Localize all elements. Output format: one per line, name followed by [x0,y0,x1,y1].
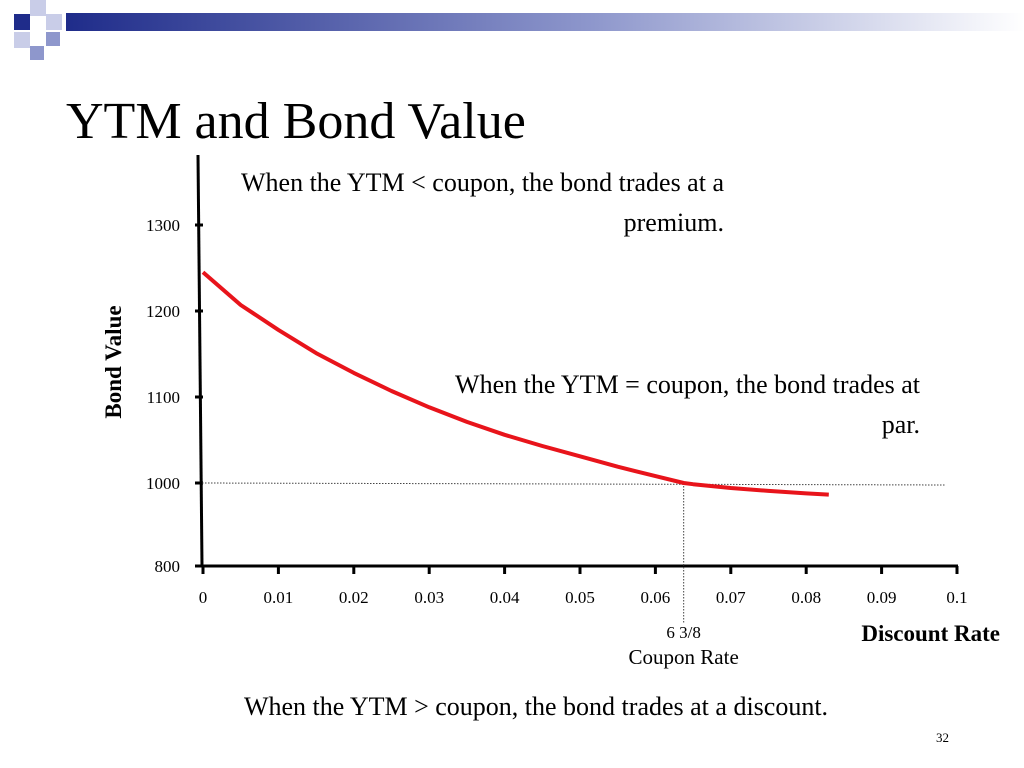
x-tick-label: 0.09 [867,588,897,607]
x-tick-label: 0.06 [641,588,671,607]
y-tick-label: 1100 [147,388,180,407]
x-tick-label: 0.08 [791,588,821,607]
par-reference-line [201,482,947,486]
x-tick-label: 0.1 [946,588,967,607]
y-tick-label: 1300 [146,216,180,235]
y-tick-label: 1200 [146,302,180,321]
slide-number: 32 [936,730,949,745]
bond-value-curve [201,270,829,497]
x-tick-label: 0.04 [490,588,520,607]
y-tick-label: 800 [155,557,181,576]
coupon-caption: Coupon Rate [629,645,739,669]
x-tick-label: 0.07 [716,588,746,607]
par-annotation: When the YTM = coupon, the bond trades a… [455,370,920,439]
title-decoration [14,0,1024,60]
x-axis-title: Discount Rate [861,621,1000,646]
slide-title: YTM and Bond Value [66,93,526,150]
premium-annotation: When the YTM < coupon, the bond trades a… [240,168,724,237]
x-tick-label: 0.03 [414,588,444,607]
x-tick-label: 0.02 [339,588,369,607]
x-tick-label: 0.01 [264,588,294,607]
x-tick-label: 0.05 [565,588,595,607]
x-tick-label: 0 [199,588,208,607]
y-axis-title: Bond Value [101,305,126,418]
coupon-tick-label: 6 3/8 [666,623,700,642]
y-tick-label: 1000 [146,474,180,493]
discount-annotation: When the YTM > coupon, the bond trades a… [243,692,829,721]
